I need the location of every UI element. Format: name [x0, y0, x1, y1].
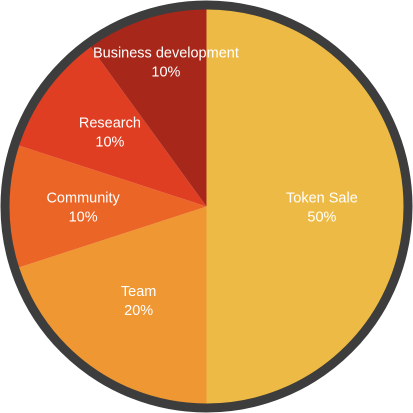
slice-percent-token-sale: 50% — [307, 210, 336, 226]
pie-slices — [7, 7, 406, 406]
pie-labels: Token Sale 50% Team 20% Community 10% Research… — [46, 46, 357, 319]
slice-label-token-sale: Token Sale — [286, 191, 358, 207]
pie-slice-research — [17, 45, 207, 207]
pie-slice-community — [7, 145, 207, 268]
slice-percent-business-development: 10% — [151, 65, 180, 81]
slice-percent-research: 10% — [95, 134, 124, 150]
slice-label-team: Team — [121, 284, 156, 300]
pie-slice-token-sale — [206, 7, 406, 406]
slice-label-business-development: Business development — [93, 46, 239, 62]
slice-label-research: Research — [79, 115, 141, 131]
slice-percent-community: 10% — [69, 210, 98, 226]
slice-label-community: Community — [46, 191, 120, 207]
pie-slice-business-development — [89, 7, 207, 207]
pie-slice-team — [17, 206, 207, 406]
slice-percent-team: 20% — [124, 303, 153, 319]
